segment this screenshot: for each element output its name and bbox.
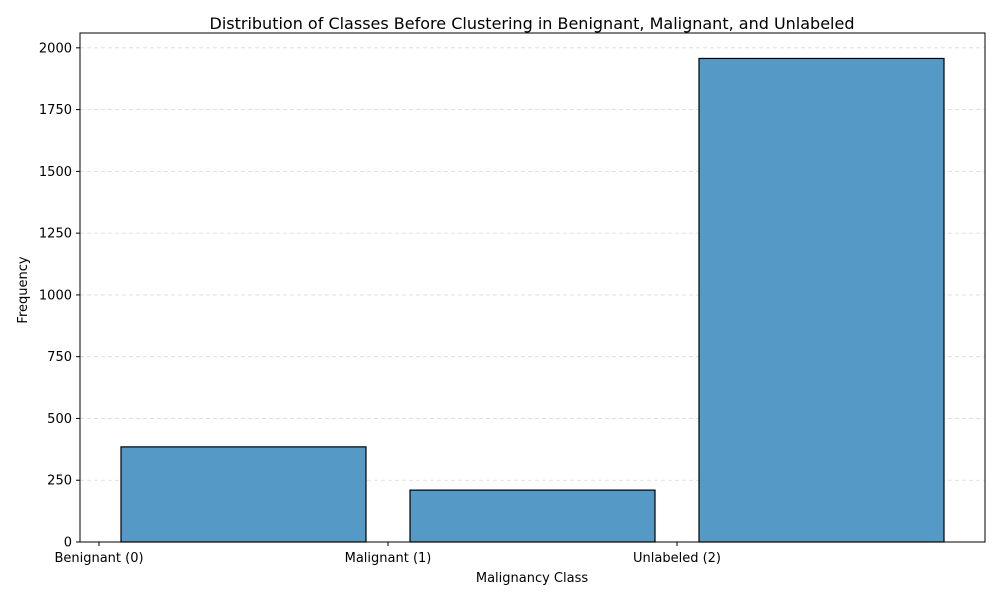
- plot-frame: [79, 32, 986, 543]
- y-tick-label: 1500: [39, 165, 72, 180]
- x-axis-label: Malignancy Class: [476, 571, 589, 586]
- x-tick-label: Benignant (0): [54, 551, 143, 566]
- x-tick-label: Malignant (1): [345, 551, 432, 566]
- y-tick-label: 500: [47, 412, 72, 427]
- y-axis-ticks: 0 250 500 750 1000 1250 1500 1750 2000: [39, 41, 80, 551]
- y-tick-label: 0: [64, 536, 72, 551]
- bar-1: [409, 489, 656, 543]
- y-tick-label: 250: [47, 474, 72, 489]
- bars: [120, 57, 945, 543]
- y-tick-label: 1000: [39, 288, 72, 303]
- chart-title: Distribution of Classes Before Clusterin…: [210, 14, 855, 33]
- y-tick-label: 1750: [39, 103, 72, 118]
- bar-2: [698, 57, 945, 543]
- y-axis-label: Frequency: [16, 256, 31, 323]
- x-tick-label: Unlabeled (2): [633, 551, 721, 566]
- y-tick-label: 1250: [39, 227, 72, 242]
- bar-0: [120, 446, 367, 543]
- y-tick-label: 750: [47, 350, 72, 365]
- x-axis-ticks: Benignant (0) Malignant (1) Unlabeled (2): [54, 542, 721, 566]
- y-tick-label: 2000: [39, 41, 72, 56]
